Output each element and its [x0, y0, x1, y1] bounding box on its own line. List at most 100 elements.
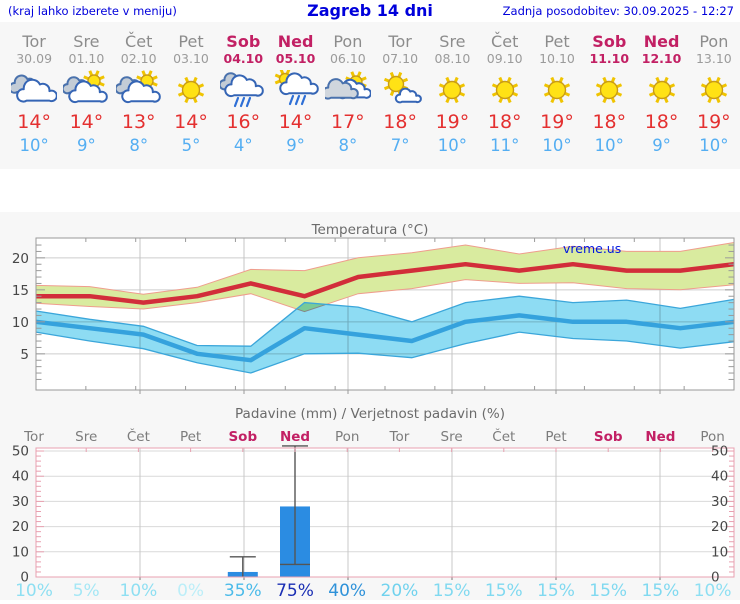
- day-name: Pon: [699, 32, 729, 51]
- day-name: Tor: [22, 32, 46, 51]
- forecast-day-column: Pet 03.10 14° 5°: [165, 22, 217, 169]
- precip-probability-label: 15%: [537, 581, 575, 600]
- day-date: 02.10: [120, 50, 157, 66]
- precip-probability-label: 10%: [15, 581, 53, 600]
- day-name: Sob: [226, 32, 261, 51]
- page-title: Zagreb 14 dni: [307, 1, 433, 20]
- forecast-day-column: Pon 06.10 17° 8°: [321, 22, 374, 169]
- temp-chart-title: Temperatura (°C): [311, 222, 429, 238]
- tmin-value: 9°: [77, 135, 96, 155]
- sunny-icon: [482, 70, 528, 110]
- tmax-value: 18°: [383, 110, 417, 133]
- sunny-icon: [429, 70, 475, 110]
- precip-day-label: Pon: [335, 429, 359, 445]
- day-name: Pet: [178, 32, 204, 51]
- sunny-icon: [168, 70, 214, 110]
- tmin-value: 9°: [286, 135, 305, 155]
- precip-day-label: Pet: [180, 429, 201, 445]
- day-name: Čet: [125, 32, 153, 51]
- day-date: 10.10: [539, 50, 575, 66]
- precip-probability-label: 35%: [224, 581, 262, 600]
- precip-day-label: Sre: [75, 429, 97, 445]
- forecast-day-column: Sre 01.10 14° 9°: [60, 22, 112, 169]
- precip-ytick-left: 30: [12, 494, 29, 510]
- sun-cloud-icon: [114, 69, 162, 110]
- tmin-value: 10°: [542, 135, 572, 155]
- tmax-value: 18°: [592, 110, 627, 133]
- day-date: 08.10: [434, 50, 471, 66]
- precip-probability-label: 15%: [589, 581, 627, 600]
- precip-probability-label: 40%: [328, 581, 366, 600]
- charts-section: 5 10 15 20 Temperatura (°C) vreme.us Padavine …: [0, 212, 740, 601]
- precip-day-label: Sob: [228, 429, 257, 445]
- temp-ytick-label: 10: [12, 315, 29, 331]
- tmin-value: 5°: [181, 135, 201, 155]
- temp-ytick-label: 5: [20, 347, 29, 363]
- tmin-value: 4°: [233, 135, 253, 155]
- precip-probability-label: 10%: [694, 581, 732, 600]
- day-date: 11.10: [589, 50, 630, 66]
- sunny-icon: [534, 70, 580, 110]
- tmin-value: 7°: [390, 135, 410, 155]
- precip-probability-label: 5%: [73, 581, 100, 600]
- day-name: Ned: [643, 32, 680, 51]
- precip-day-label: Ned: [645, 429, 675, 445]
- precip-probability-label: 15%: [485, 581, 523, 600]
- forecast-day-column: Sob 04.10 16° 4°: [217, 22, 269, 169]
- forecast-day-column: Sob 11.10 18° 10°: [583, 22, 635, 169]
- precip-day-label: Sob: [594, 429, 623, 445]
- day-name: Tor: [388, 32, 412, 51]
- day-date: 12.10: [641, 50, 682, 66]
- tmin-value: 11°: [490, 135, 520, 155]
- tmax-value: 19°: [435, 110, 470, 133]
- precip-ytick-right: 50: [711, 444, 728, 460]
- temp-max-line: [36, 261, 735, 305]
- precip-ytick-right: 10: [711, 544, 728, 560]
- sunny-icon: [691, 70, 737, 110]
- day-name: Sre: [439, 32, 466, 51]
- day-name: Čet: [491, 32, 519, 51]
- forecast-day-column: Čet 02.10 13° 8°: [113, 22, 165, 169]
- cloudy-icon: [8, 70, 58, 110]
- precip-probability-label: 10%: [120, 581, 158, 600]
- day-name: Sob: [592, 32, 627, 51]
- day-date: 06.10: [329, 50, 366, 66]
- precip-ytick-left: 10: [12, 544, 29, 560]
- tmax-value: 17°: [331, 110, 365, 133]
- sun-cloud-icon: [62, 69, 109, 110]
- tmin-value: 10°: [699, 135, 729, 155]
- tmin-value: 10°: [437, 135, 468, 155]
- vreme-watermark-link: vreme.us: [563, 241, 621, 256]
- precip-ytick-right: 20: [711, 519, 728, 535]
- precip-ytick-left: 0: [20, 570, 29, 586]
- precip-probability-label: 15%: [642, 581, 680, 600]
- precip-day-label: Pon: [700, 429, 724, 445]
- tmin-value: 10°: [19, 135, 49, 155]
- forecast-day-column: Sre 08.10 19° 10°: [426, 22, 478, 169]
- precip-day-label: Pet: [545, 429, 566, 445]
- charts-svg: 5 10 15 20 Temperatura (°C) vreme.us Padavine …: [12, 222, 735, 601]
- precip-ytick-right: 30: [711, 494, 728, 510]
- tmax-value: 13°: [121, 110, 156, 133]
- day-date: 13.10: [695, 50, 732, 66]
- sunny-icon: [639, 70, 685, 110]
- precip-day-label: Sre: [441, 429, 463, 445]
- day-date: 07.10: [382, 50, 419, 66]
- precip-day-label: Ned: [280, 429, 310, 445]
- precip-day-label: Tor: [389, 429, 410, 445]
- sun-rain-icon: [273, 68, 319, 110]
- forecast-day-column: Ned 12.10 18° 9°: [635, 22, 687, 169]
- tmax-value: 14°: [69, 110, 104, 133]
- precip-day-label: Čet: [492, 427, 515, 445]
- day-date: 09.10: [486, 50, 523, 66]
- tmin-value: 9°: [652, 135, 671, 155]
- precip-ytick-right: 40: [711, 469, 728, 485]
- location-hint: (kraj lahko izberete v meniju): [8, 4, 177, 18]
- forecast-day-column: Pon 13.10 19° 10°: [688, 22, 740, 169]
- day-date: 30.09: [16, 50, 53, 66]
- day-name: Pon: [333, 32, 363, 51]
- tmax-value: 16°: [226, 110, 261, 133]
- tmax-value: 19°: [697, 110, 731, 133]
- rain-icon: [218, 70, 266, 110]
- temp-min-line: [35, 313, 735, 363]
